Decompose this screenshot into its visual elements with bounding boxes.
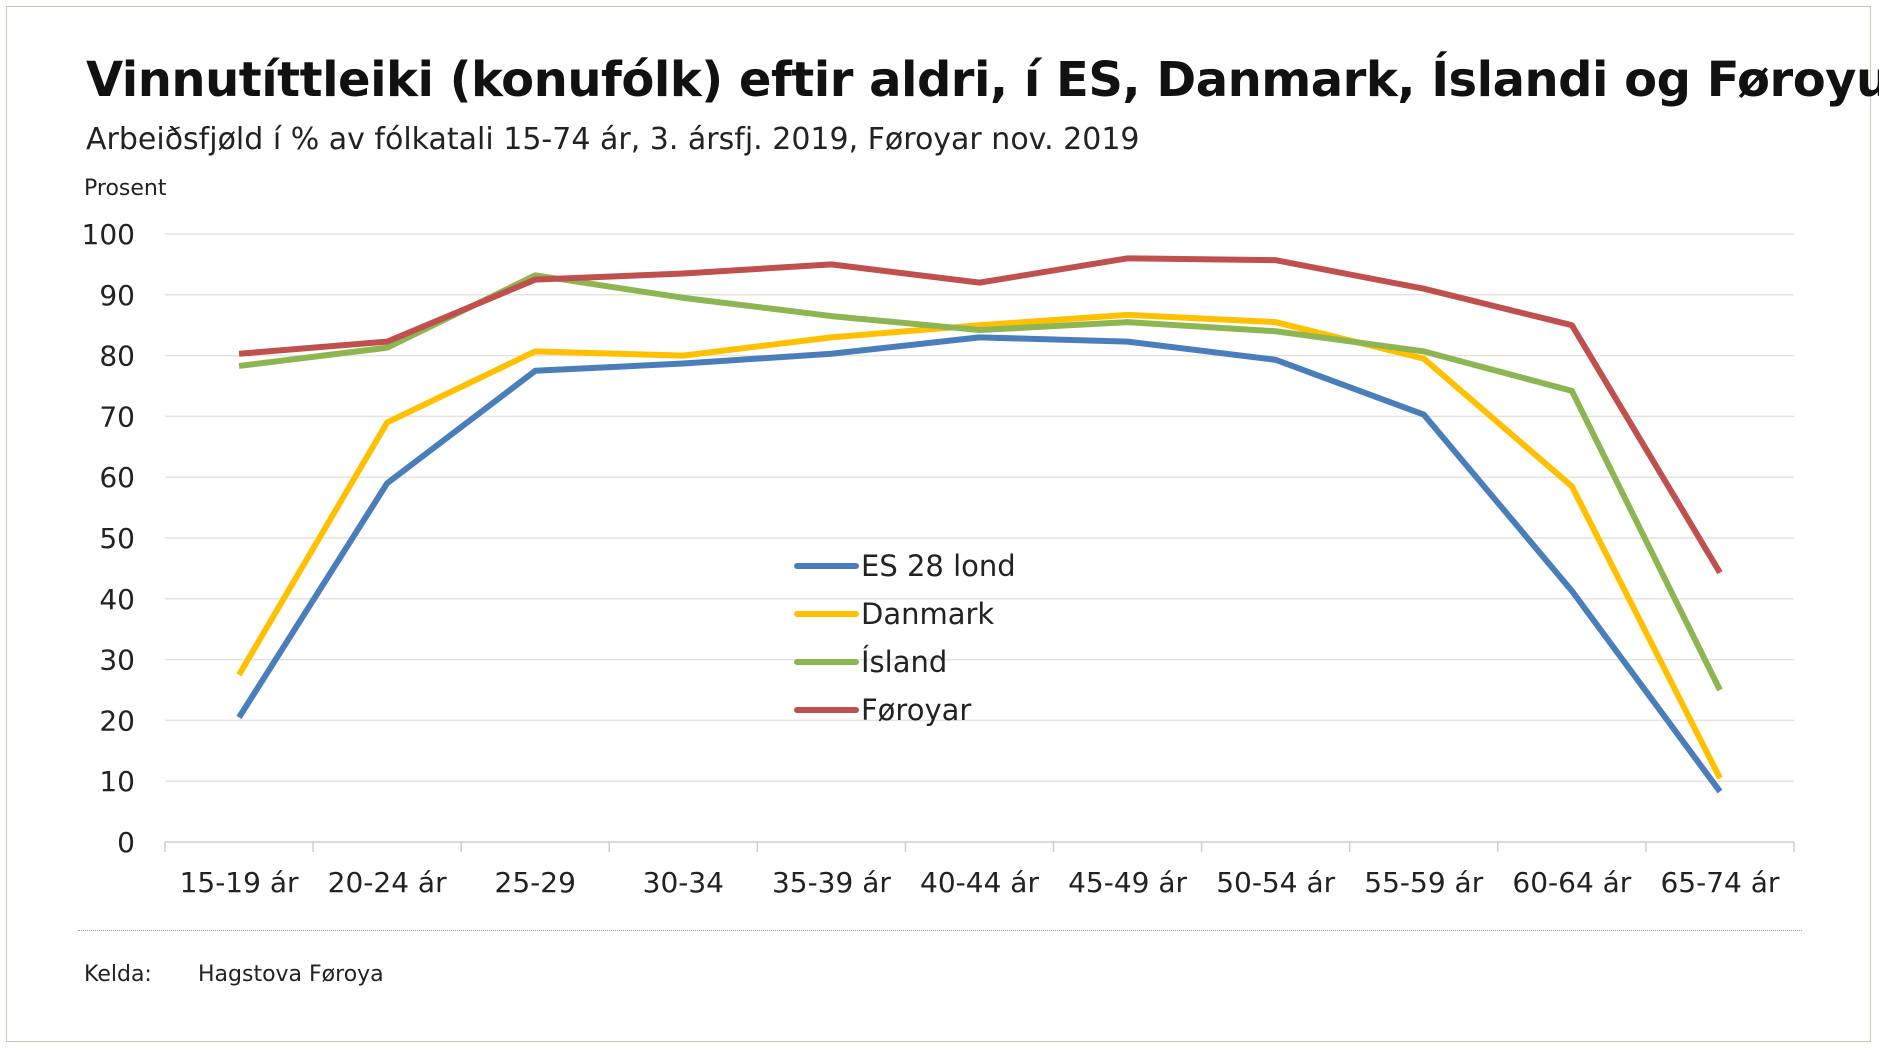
gridlines (165, 233, 1794, 782)
source-label: Kelda: (84, 962, 152, 987)
y-tick-label: 100 (82, 218, 135, 251)
y-tick-label: 80 (99, 340, 135, 373)
series-lines (236, 255, 1723, 794)
legend-label: Føroyar (861, 693, 972, 727)
chart-frame (6, 6, 1871, 1042)
x-tick-label: 55-59 ár (1364, 866, 1483, 899)
series-line (236, 334, 1723, 794)
y-axis-label: Prosent (84, 176, 167, 201)
legend-label: ES 28 lond (861, 549, 1016, 583)
series-line (238, 255, 1723, 575)
legend-label: Ísland (861, 645, 948, 679)
x-tick-label: 25-29 (495, 866, 576, 899)
legend-swatch (794, 659, 859, 665)
y-tick-label: 90 (99, 279, 135, 312)
x-tick-label: 60-64 ár (1512, 866, 1631, 899)
source-value: Hagstova Føroya (198, 962, 384, 987)
y-tick-label: 0 (117, 826, 135, 859)
legend-item: Ísland (794, 638, 1016, 686)
x-tick-label: 20-24 ár (328, 866, 447, 899)
legend-item: Danmark (794, 590, 1016, 638)
series-line (236, 311, 1723, 780)
x-tick-label: 40-44 ár (920, 866, 1039, 899)
y-tick-label: 20 (99, 704, 135, 737)
x-tick-labels: 15-19 ár 20-24 ár 25-29 30-34 35-39 ár 40-44 … (180, 866, 1780, 899)
y-tick-label: 30 (99, 644, 135, 677)
y-tick-label: 70 (99, 400, 135, 433)
x-tick-label: 65-74 ár (1660, 866, 1779, 899)
chart-title: Vinnutíttleiki (konufólk) eftir aldri, í… (86, 52, 1879, 108)
x-tick-label: 15-19 ár (180, 866, 299, 899)
legend: ES 28 lond Danmark Ísland Føroyar (794, 542, 1016, 734)
legend-item: ES 28 lond (794, 542, 1016, 590)
x-tick-label: 35-39 ár (772, 866, 891, 899)
x-tick-label: 50-54 ár (1216, 866, 1335, 899)
footer-divider (78, 930, 1802, 931)
legend-swatch (794, 611, 859, 617)
chart-subtitle: Arbeiðsfjøld í % av fólkatali 15-74 ár, … (86, 122, 1140, 157)
legend-item: Føroyar (794, 686, 1016, 734)
y-tick-labels: 0 10 20 30 40 50 60 70 80 90 100 (82, 218, 135, 859)
x-axis (164, 841, 1795, 852)
x-tick-label: 30-34 (643, 866, 724, 899)
legend-swatch (794, 707, 859, 713)
legend-swatch (794, 563, 859, 569)
y-tick-label: 10 (99, 765, 135, 798)
y-tick-label: 60 (99, 461, 135, 494)
y-tick-label: 50 (99, 522, 135, 555)
legend-label: Danmark (861, 597, 995, 631)
y-tick-label: 40 (99, 583, 135, 616)
x-tick-label: 45-49 ár (1068, 866, 1187, 899)
